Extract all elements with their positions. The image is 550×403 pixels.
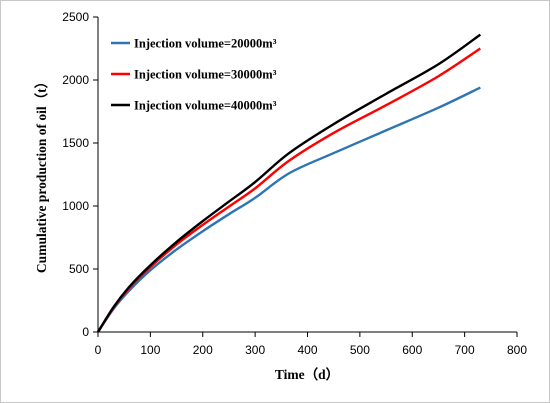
- series-line-3: [96, 33, 482, 333]
- axes: [97, 17, 517, 333]
- x-tick-label: 500: [350, 343, 370, 357]
- series-line-2: [96, 47, 481, 333]
- y-tick-label: 2500: [62, 10, 89, 24]
- x-tick-label: 700: [455, 343, 475, 357]
- x-tick-label: 300: [245, 343, 265, 357]
- x-tick-label: 100: [140, 343, 160, 357]
- y-tick-label: 500: [69, 262, 89, 276]
- y-axis-title: Cumulative production of oil（t）: [34, 75, 49, 273]
- series-line-1: [97, 86, 481, 333]
- x-tick-label: 0: [95, 343, 102, 357]
- x-tick-label: 600: [402, 343, 422, 357]
- legend-label-1: Injection volume=20000m³: [134, 37, 277, 51]
- legend: Injection volume=20000m³ Injection volume…: [111, 37, 277, 113]
- x-axis-ticks: 0 100 200 300 400 500 600 700 800: [95, 332, 527, 357]
- x-axis-title: Time（d）: [275, 367, 339, 382]
- y-tick-label: 1000: [62, 199, 89, 213]
- y-axis-ticks: 0 500 1000 1500 2000 2500: [62, 10, 98, 339]
- y-tick-label: 0: [82, 325, 89, 339]
- x-tick-label: 800: [507, 343, 527, 357]
- y-tick-label: 2000: [62, 73, 89, 87]
- x-tick-label: 200: [193, 343, 213, 357]
- y-tick-label: 1500: [62, 136, 89, 150]
- x-tick-label: 400: [297, 343, 317, 357]
- legend-label-3: Injection volume=40000m³: [134, 99, 277, 113]
- series-lines: [96, 33, 482, 333]
- legend-label-2: Injection volume=30000m³: [134, 68, 277, 82]
